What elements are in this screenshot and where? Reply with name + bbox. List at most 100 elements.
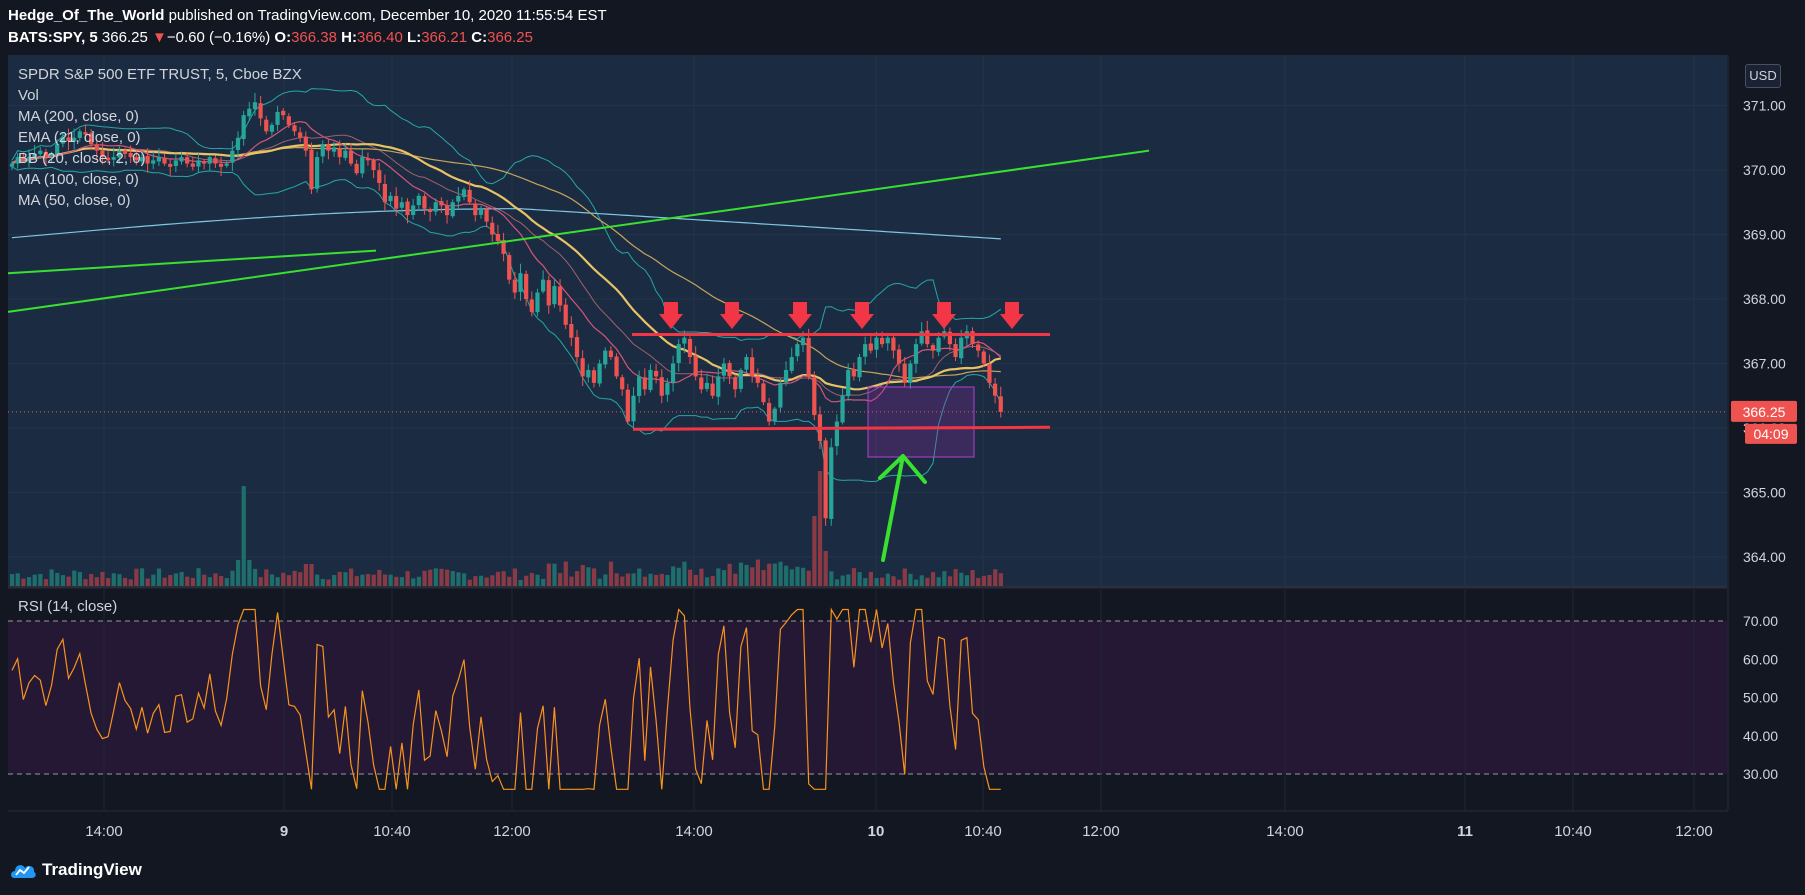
candle-body: [230, 150, 235, 163]
candle-body: [580, 358, 585, 377]
volume-bar: [145, 578, 150, 586]
volume-bar: [309, 564, 314, 586]
down-arrow-icon: [659, 302, 683, 329]
volume-bar: [428, 569, 433, 586]
candle-body: [490, 222, 495, 235]
volume-bar: [575, 571, 580, 586]
volume-bar: [704, 577, 710, 586]
candle-body: [269, 124, 274, 132]
candle-body: [733, 377, 738, 390]
publish-info: published on TradingView.com, December 1…: [168, 7, 607, 24]
volume-bar: [168, 574, 173, 586]
volume-bar: [196, 568, 201, 586]
candle-body: [444, 205, 450, 216]
ohlc-line: BATS:SPY, 5 366.25 ▼−0.60 (−0.16%) O:366…: [8, 29, 533, 46]
volume-bar: [767, 563, 772, 586]
candle-body: [122, 150, 128, 154]
author-name[interactable]: Hedge_Of_The_World: [8, 7, 165, 24]
volume-bar: [405, 571, 410, 586]
candle-body: [987, 364, 992, 383]
volume-bar: [659, 573, 664, 586]
down-arrow-icon: [1000, 302, 1024, 329]
volume-bar: [546, 563, 551, 586]
volume-bar: [360, 574, 365, 586]
legend-ma200[interactable]: MA (200, close, 0): [18, 108, 139, 125]
volume-bar: [529, 572, 534, 586]
candle-body: [185, 157, 190, 164]
volume-bar: [320, 578, 325, 586]
ma200-line: [11, 208, 1001, 240]
volume-bar: [343, 572, 348, 586]
candle-body: [331, 147, 337, 152]
rsi-legend[interactable]: RSI (14, close): [18, 598, 118, 615]
volume-bar: [230, 570, 235, 586]
volume-bar: [993, 569, 998, 586]
candle-body: [388, 195, 393, 202]
volume-bar: [524, 575, 529, 586]
volume-bar: [981, 575, 986, 586]
candle-body: [179, 157, 184, 162]
down-arrow-icon: [850, 302, 874, 329]
time-tick-label: 11: [1457, 823, 1473, 840]
candle-body: [456, 195, 461, 202]
candle-body: [224, 163, 229, 166]
volume-bar: [874, 577, 879, 586]
support-line: [632, 425, 1051, 431]
volume-bar: [959, 572, 964, 586]
volume-bar: [806, 570, 811, 586]
volume-bar: [111, 573, 116, 586]
price-axis[interactable]: 371.00370.00369.00368.00367.00366.00365.…: [1731, 98, 1797, 783]
volume-bar: [541, 578, 546, 586]
candle-body: [631, 395, 636, 422]
volume-bar: [750, 567, 755, 586]
candle-body: [94, 144, 99, 151]
volume-bar: [970, 570, 975, 586]
low-value: 366.21: [421, 29, 468, 46]
price-tick-label: 365.00: [1743, 485, 1786, 501]
close-value: 366.25: [487, 29, 533, 46]
candle-body: [371, 160, 376, 170]
currency-button[interactable]: USD: [1745, 64, 1781, 88]
volume-bar: [902, 568, 907, 586]
candle-body: [608, 350, 613, 358]
candle-body: [72, 137, 77, 142]
volume-bar: [558, 573, 563, 586]
volume-bar: [275, 577, 280, 586]
volume-bar: [490, 575, 495, 586]
candle-body: [213, 158, 218, 164]
candle-body: [868, 343, 873, 351]
volume-bar: [411, 578, 416, 586]
legend-ema21[interactable]: EMA (21, close, 0): [18, 129, 141, 146]
volume-bar: [925, 577, 930, 586]
candle-body: [993, 383, 998, 396]
rsi-tick-label: 50.00: [1743, 690, 1778, 706]
candle-body: [699, 377, 704, 390]
time-axis[interactable]: 14:00 9 10:40 12:00 14:00 10 10:40 12:00 14:00 11…: [85, 823, 1713, 840]
volume-bar: [682, 561, 687, 586]
highlight-box: [867, 386, 975, 458]
candle-body: [710, 383, 715, 396]
volume-bar: [134, 568, 139, 586]
rsi-tick-label: 40.00: [1743, 728, 1778, 744]
candle-body: [693, 355, 698, 377]
volume-bar: [569, 576, 574, 586]
countdown-badge: [1745, 423, 1797, 444]
candle-body: [162, 157, 167, 164]
legend-ma50[interactable]: MA (50, close, 0): [18, 192, 131, 209]
tradingview-logo[interactable]: TradingView: [10, 860, 142, 880]
time-tick-label: 14:00: [1266, 823, 1304, 840]
candle-body: [507, 255, 512, 280]
legend-ma100[interactable]: MA (100, close, 0): [18, 171, 139, 188]
candle-body: [557, 286, 563, 306]
annotations: [7, 149, 1727, 562]
legend-bb[interactable]: BB (20, close, 2, 0): [18, 150, 146, 167]
candle-body: [998, 396, 1003, 412]
candle-body: [857, 357, 862, 378]
volume-bar: [563, 561, 568, 586]
legend-vol[interactable]: Vol: [18, 87, 39, 104]
candle-body: [111, 157, 116, 160]
volume-bar: [947, 576, 953, 586]
rsi-tick-label: 70.00: [1743, 613, 1778, 629]
candle-body: [450, 202, 455, 217]
